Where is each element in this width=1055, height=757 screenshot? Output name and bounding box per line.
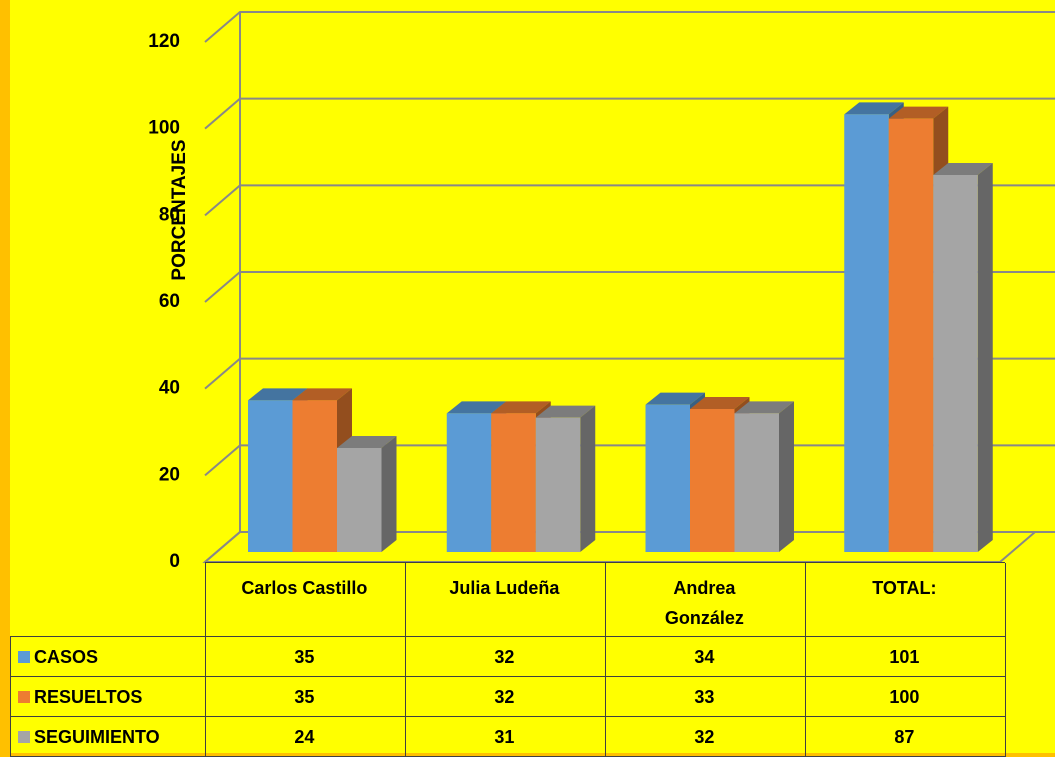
- bar-top: [337, 436, 397, 448]
- legend-entry: CASOS: [10, 637, 205, 677]
- legend-swatch: [18, 651, 30, 663]
- category-label: Julia Ludeña: [405, 563, 604, 637]
- table-value: 35: [294, 646, 315, 667]
- table-line: [10, 637, 11, 757]
- bar: [292, 400, 337, 552]
- y-tick-label: 40: [159, 378, 180, 399]
- y-tick-label: 60: [159, 291, 180, 312]
- category-label: Carlos Castillo: [205, 563, 404, 637]
- y-tick-label: 120: [148, 31, 180, 52]
- bar-side: [779, 401, 794, 552]
- bar-top: [535, 405, 596, 418]
- bar: [690, 409, 735, 552]
- category-text: TOTAL:: [872, 578, 937, 598]
- bar: [535, 417, 581, 552]
- table-value: 100: [889, 686, 920, 707]
- table-line: [805, 563, 806, 757]
- bar-top: [446, 401, 507, 414]
- y-tick-label: 100: [148, 118, 180, 139]
- bar: [844, 114, 889, 552]
- table-value: 34: [694, 646, 715, 667]
- y-axis-title: PORCENTAJES: [169, 139, 190, 280]
- grid-line: [204, 97, 1055, 130]
- legend-swatch: [18, 731, 30, 743]
- grid-line: [204, 11, 1055, 43]
- y-tick-label: 0: [169, 551, 180, 572]
- bar-side: [580, 405, 596, 552]
- bar-top: [888, 106, 949, 119]
- table-value: 24: [294, 726, 315, 747]
- bar-top: [734, 401, 794, 414]
- bar-top: [844, 102, 904, 115]
- grid-line: [204, 357, 1055, 390]
- table-line: [605, 563, 606, 757]
- bar-top: [248, 388, 308, 401]
- table-value: 101: [889, 646, 920, 667]
- bar: [645, 404, 690, 552]
- legend-label: CASOS: [34, 646, 99, 667]
- bar: [337, 448, 382, 552]
- bar: [888, 118, 934, 553]
- grid-line: [204, 271, 1055, 303]
- bar: [734, 413, 779, 552]
- category-label: Andrea González: [605, 563, 804, 637]
- table-line: [205, 562, 1005, 563]
- table-value: 31: [494, 726, 515, 747]
- table-line: [10, 676, 1005, 677]
- y-tick-label: 80: [159, 204, 180, 225]
- bar: [248, 400, 293, 552]
- table-value: 32: [494, 686, 515, 707]
- bar-top: [933, 163, 993, 175]
- y-tick-label: 20: [159, 464, 180, 485]
- table-value: 87: [894, 726, 915, 747]
- bar-top: [645, 392, 705, 405]
- table-line: [10, 716, 1005, 717]
- bar-top: [491, 401, 551, 414]
- table-value: 33: [694, 686, 715, 707]
- table-line: [1005, 563, 1006, 757]
- bar-side: [977, 163, 993, 552]
- category-text: Julia Ludeña: [449, 578, 560, 598]
- table-line: [205, 563, 206, 757]
- legend-label: SEGUIMIENTO: [34, 726, 160, 747]
- category-text: Carlos Castillo: [241, 578, 368, 598]
- legend-swatch: [18, 691, 30, 703]
- bar-side: [381, 436, 397, 552]
- category-text: Andrea González: [664, 578, 744, 628]
- bar: [933, 175, 978, 552]
- table-value: 32: [494, 646, 515, 667]
- table-line: [405, 563, 406, 757]
- table-value: 32: [694, 726, 715, 747]
- bar-top: [292, 388, 352, 401]
- legend-entry: SEGUIMIENTO: [10, 717, 205, 757]
- grid-line: [204, 184, 1055, 217]
- bar: [446, 413, 492, 552]
- table-line: [10, 636, 1005, 637]
- legend-entry: RESUELTOS: [10, 677, 205, 717]
- bar: [491, 413, 536, 552]
- category-label: TOTAL:: [805, 563, 1004, 637]
- bar-top: [690, 397, 750, 409]
- table-value: 35: [294, 686, 315, 707]
- legend-label: RESUELTOS: [34, 686, 143, 707]
